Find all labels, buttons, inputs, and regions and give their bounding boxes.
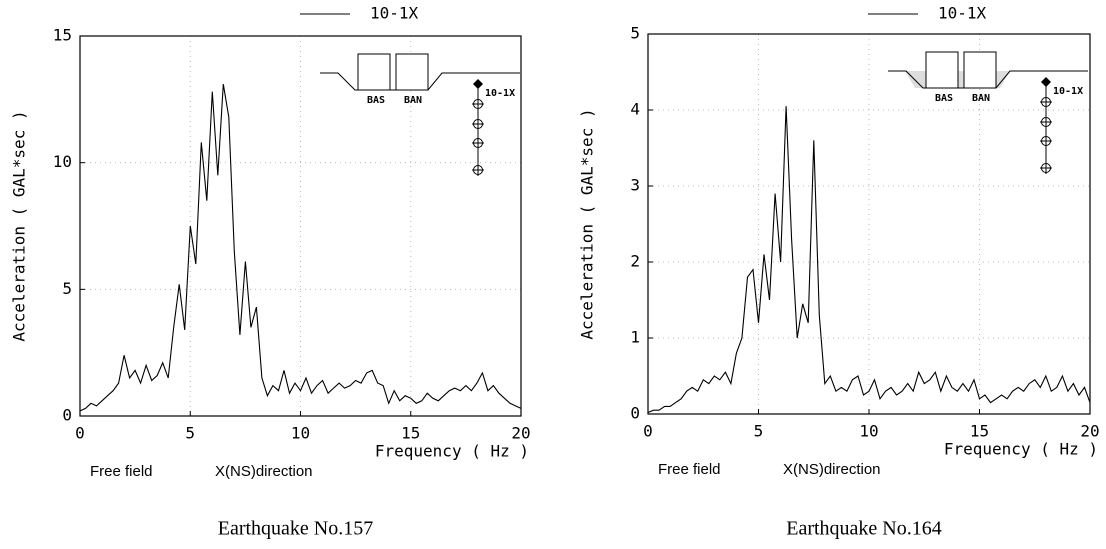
y-tick-label: 3 — [630, 176, 640, 195]
inset-label: 10-1X — [485, 88, 515, 99]
inset-ground — [320, 72, 520, 91]
inset-label: BAS — [935, 93, 953, 104]
y-tick-label: 0 — [62, 406, 72, 425]
y-tick-label: 15 — [53, 26, 72, 45]
x-tick-label: 0 — [643, 422, 653, 441]
y-tick-label: 5 — [62, 279, 72, 298]
inset-building — [925, 51, 959, 89]
x-tick-label: 5 — [754, 422, 764, 441]
plot-frame — [79, 35, 522, 417]
inset-sensor-cross — [472, 98, 484, 110]
inset-ground — [888, 70, 1088, 89]
direction-label: X(NS)direction — [783, 461, 881, 478]
inset-label: BAN — [404, 95, 422, 106]
inset-sensor — [473, 79, 483, 89]
inset-label: BAN — [972, 93, 990, 104]
data-line — [79, 84, 522, 412]
y-axis-label: Acceleration ( GAL*sec ) — [10, 110, 29, 341]
x-tick-label: 20 — [511, 424, 530, 443]
x-tick-label: 10 — [859, 422, 878, 441]
caption: Earthquake No.164 — [786, 518, 942, 540]
y-tick-label: 1 — [630, 328, 640, 347]
x-tick-label: 0 — [75, 424, 85, 443]
inset-label: 10-1X — [1053, 86, 1083, 97]
inset-sensor-cross — [1040, 116, 1052, 128]
inset-sensor-cross — [1040, 135, 1052, 147]
inset-label: BAS — [367, 95, 385, 106]
direction-label: X(NS)direction — [215, 463, 313, 480]
y-tick-label: 0 — [630, 404, 640, 423]
data-line — [647, 106, 1091, 414]
inset-sensor-cross — [1040, 162, 1052, 174]
legend-label: 10-1X — [370, 4, 419, 23]
inset-sensor-cross — [472, 164, 484, 176]
y-tick-label: 2 — [630, 252, 640, 271]
location-label: Free field — [90, 463, 153, 480]
inset-building — [963, 51, 997, 89]
inset-sensor-cross — [472, 118, 484, 130]
x-axis-label: Frequency ( Hz ) — [375, 442, 529, 461]
inset-sensor-cross — [1040, 96, 1052, 108]
x-tick-label: 5 — [185, 424, 195, 443]
inset-building — [357, 53, 391, 91]
x-tick-label: 15 — [970, 422, 989, 441]
legend-label: 10-1X — [938, 4, 987, 23]
plot-frame — [647, 33, 1091, 415]
y-tick-label: 5 — [630, 24, 640, 43]
inset-building — [395, 53, 429, 91]
x-tick-label: 15 — [401, 424, 420, 443]
location-label: Free field — [658, 461, 721, 478]
y-tick-label: 4 — [630, 100, 640, 119]
y-tick-label: 10 — [53, 152, 72, 171]
inset-sensor-cross — [472, 137, 484, 149]
x-axis-label: Frequency ( Hz ) — [944, 440, 1098, 459]
inset-sensor — [1041, 77, 1051, 87]
caption: Earthquake No.157 — [218, 518, 374, 540]
y-axis-label: Acceleration ( GAL*sec ) — [578, 108, 597, 339]
x-tick-label: 20 — [1080, 422, 1099, 441]
x-tick-label: 10 — [291, 424, 310, 443]
